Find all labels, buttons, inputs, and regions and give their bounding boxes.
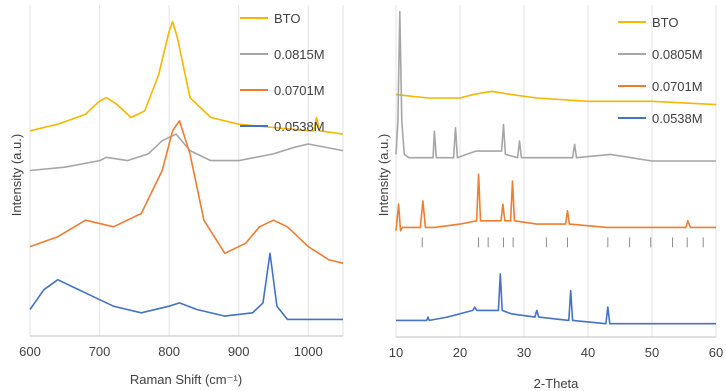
- raman-chart: 600 700 800 900 1000 Raman Shift (cm⁻¹) Inte…: [9, 5, 344, 387]
- raman-y-axis-label: Intensity (a.u.): [9, 134, 24, 216]
- left-legend-label: 0.0701M: [274, 83, 325, 98]
- left-series-bto: [29, 20, 344, 135]
- right-x-tick-label: 50: [645, 345, 659, 360]
- right-series-0-0805m: [395, 10, 716, 162]
- xrd-chart: 10 20 30 40 50 60 2-Theta Intensity (a.u.) BT…: [376, 5, 723, 391]
- left-x-tick-label: 600: [19, 344, 41, 359]
- right-x-tick-label: 60: [709, 345, 723, 360]
- left-x-tick-label: 700: [89, 344, 111, 359]
- right-series-0-0701m: [395, 173, 716, 232]
- left-legend-label: BTO: [274, 11, 301, 26]
- right-legend-label: 0.0701M: [652, 79, 703, 94]
- left-legend-label: 0.0538M: [274, 119, 325, 134]
- right-legend-label: BTO: [652, 15, 679, 30]
- left-series-0-0538m: [29, 252, 343, 321]
- left-x-tick-label: 800: [158, 344, 180, 359]
- left-legend-label: 0.0815M: [274, 47, 325, 62]
- left-series-0-0701m: [29, 120, 344, 264]
- right-legend-label: 0.0805M: [652, 47, 703, 62]
- raman-x-axis-label: Raman Shift (cm⁻¹): [130, 372, 242, 387]
- right-x-tick-label: 10: [389, 345, 403, 360]
- left-x-tick-label: 900: [228, 344, 250, 359]
- right-x-tick-label: 20: [453, 345, 467, 360]
- right-series-bto: [395, 90, 717, 106]
- xrd-y-axis-label: Intensity (a.u.): [376, 134, 391, 216]
- right-x-tick-label: 30: [517, 345, 531, 360]
- xrd-x-axis-label: 2-Theta: [534, 376, 580, 391]
- right-legend-label: 0.0538M: [652, 111, 703, 126]
- left-series-0-0815m: [29, 133, 344, 172]
- right-x-tick-label: 40: [581, 345, 595, 360]
- left-x-tick-label: 1000: [294, 344, 323, 359]
- right-series-0-0538m: [396, 273, 716, 325]
